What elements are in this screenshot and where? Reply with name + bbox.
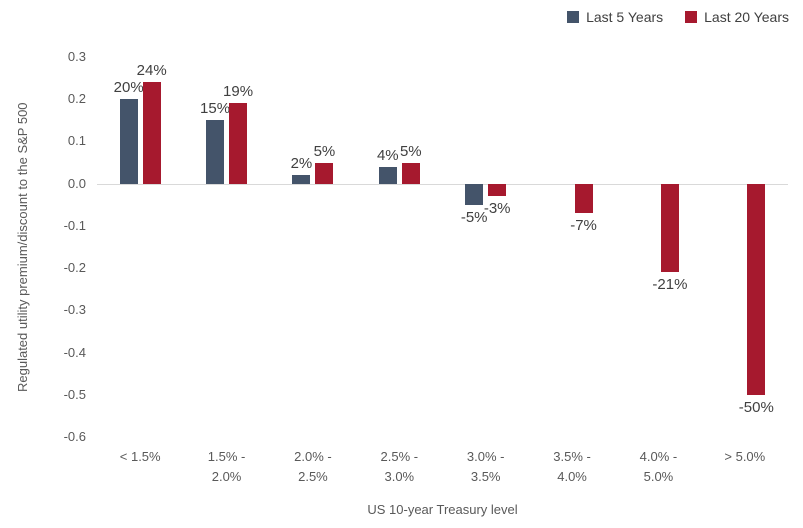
y-axis-tick-label: -0.1 bbox=[63, 217, 86, 233]
legend-swatch-last-5-years-icon bbox=[567, 11, 580, 23]
y-axis-tick-label: -0.5 bbox=[63, 386, 86, 402]
bar-value-label: -3% bbox=[483, 200, 511, 218]
bar-last-5-years bbox=[378, 166, 397, 184]
y-axis-tick-label: 0.2 bbox=[67, 91, 86, 107]
y-axis-tick-label: -0.3 bbox=[63, 302, 86, 318]
bar-last-5-years bbox=[465, 183, 484, 205]
legend-swatch-last-20-years-icon bbox=[685, 11, 698, 23]
bar-last-5-years bbox=[292, 175, 311, 184]
bar-value-label: 5% bbox=[313, 142, 336, 160]
bar-value-label: 20% bbox=[113, 79, 144, 97]
y-axis-tick-label: -0.2 bbox=[63, 260, 86, 276]
bar-value-label: 5% bbox=[399, 142, 422, 160]
x-axis-category-label: 3.0% - 3.5% bbox=[466, 449, 505, 484]
bar-value-label: -5% bbox=[460, 208, 488, 226]
bar-last-20-years bbox=[660, 183, 679, 273]
bar-value-label: 4% bbox=[376, 146, 399, 164]
bar-last-20-years bbox=[747, 183, 766, 395]
y-axis-tick-label: -0.6 bbox=[63, 429, 86, 444]
bar-last-20-years bbox=[229, 103, 248, 184]
bar-value-label: 2% bbox=[290, 155, 313, 173]
bar-last-20-years bbox=[401, 162, 420, 184]
bar-value-label: 19% bbox=[223, 83, 254, 101]
y-axis-tick-label: 0.0 bbox=[67, 175, 86, 191]
legend-label-last-5-years: Last 5 Years bbox=[586, 9, 664, 25]
bar-last-20-years bbox=[315, 162, 334, 184]
bar-value-label: 24% bbox=[136, 62, 167, 80]
bar-last-20-years bbox=[574, 183, 593, 214]
bar-last-5-years bbox=[206, 120, 225, 184]
bar-value-label: -50% bbox=[738, 398, 774, 416]
x-axis-category-label: 4.0% - 5.0% bbox=[639, 449, 678, 484]
legend-label-last-20-years: Last 20 Years bbox=[704, 9, 789, 25]
y-axis-tick-label: 0.3 bbox=[67, 49, 86, 64]
bar-last-20-years bbox=[142, 82, 161, 184]
x-axis-category-label: > 5.0% bbox=[724, 449, 766, 464]
x-axis-title: US 10-year Treasury level bbox=[367, 502, 518, 517]
bar-value-label: -7% bbox=[570, 217, 597, 235]
y-axis-title: Regulated utility premium/discount to th… bbox=[15, 102, 30, 392]
x-axis-category-label: 1.5% - 2.0% bbox=[207, 449, 246, 484]
zero-baseline bbox=[97, 183, 788, 185]
legend-item-last-5-years: Last 5 Years bbox=[567, 9, 663, 25]
bar-value-label: 15% bbox=[200, 100, 231, 118]
legend: Last 5 Years Last 20 Years bbox=[567, 9, 789, 25]
legend-item-last-20-years: Last 20 Years bbox=[685, 9, 789, 25]
bar-last-20-years bbox=[488, 183, 507, 197]
x-axis-category-label: 2.0% - 2.5% bbox=[294, 449, 332, 484]
y-axis-tick-label: -0.4 bbox=[63, 344, 86, 360]
x-axis-category-label: < 1.5% bbox=[119, 449, 161, 464]
y-axis-tick-label: 0.1 bbox=[67, 133, 86, 149]
bar-last-5-years bbox=[119, 99, 138, 184]
bar-value-label: -21% bbox=[652, 276, 688, 294]
x-axis-category-label: 3.5% - 4.0% bbox=[553, 449, 591, 484]
x-axis-category-label: 2.5% - 3.0% bbox=[380, 449, 419, 484]
